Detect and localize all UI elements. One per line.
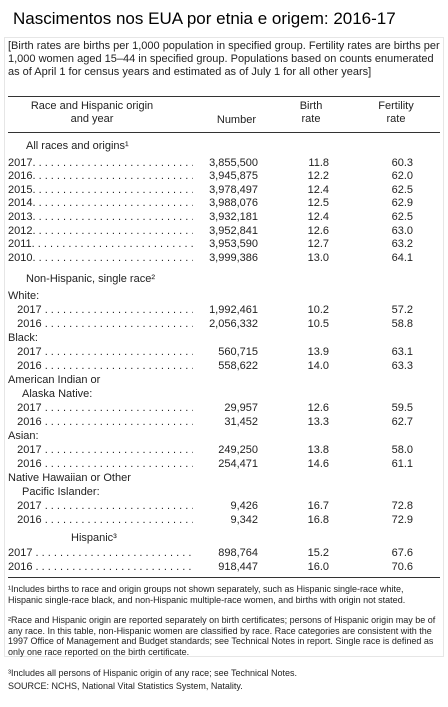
footnote-3: ³Includes all persons of Hispanic origin… — [8, 668, 297, 678]
table-row: 2016 . . . . . . . . . . . . . . . . . .… — [17, 318, 413, 330]
table-row: 2010. . . . . . . . . . . . . . . . . . … — [8, 252, 413, 264]
column-header-race: Race and Hispanic origin and year — [30, 100, 154, 125]
column-header-fertility-rate: Fertility rate — [378, 100, 414, 125]
table-panel — [4, 37, 444, 657]
table-row: 2017. . . . . . . . . . . . . . . . . . … — [8, 157, 413, 169]
group-label: Pacific Islander: — [22, 486, 100, 498]
section-heading: All races and origins¹ — [26, 140, 129, 152]
group-label: Black: — [8, 332, 38, 344]
group-label: Alaska Native: — [22, 388, 93, 400]
column-header-birth-rate: Birth rate — [299, 100, 323, 125]
group-label: White: — [8, 290, 40, 302]
footnote-1: ¹Includes births to race and origin grou… — [8, 584, 406, 605]
table-row: 2016. . . . . . . . . . . . . . . . . . … — [8, 170, 413, 182]
table-row: 2012. . . . . . . . . . . . . . . . . . … — [8, 225, 413, 237]
section-heading: Hispanic³ — [71, 532, 117, 544]
group-label: Native Hawaiian or Other — [8, 472, 131, 484]
group-label: American Indian or — [8, 374, 101, 386]
table-row: 2016 . . . . . . . . . . . . . . . . . .… — [17, 416, 413, 428]
table-row: 2015. . . . . . . . . . . . . . . . . . … — [8, 184, 413, 196]
table-row: 2017 . . . . . . . . . . . . . . . . . .… — [17, 444, 413, 456]
bottom-rule — [8, 577, 440, 578]
table-row: 2017 . . . . . . . . . . . . . . . . . .… — [17, 402, 413, 414]
table-row: 2016 . . . . . . . . . . . . . . . . . .… — [17, 514, 413, 526]
top-rule — [8, 96, 440, 97]
table-row: 2014. . . . . . . . . . . . . . . . . . … — [8, 197, 413, 209]
group-label: Asian: — [8, 430, 39, 442]
table-row: 2016 . . . . . . . . . . . . . . . . . .… — [8, 561, 413, 573]
section-heading: Non-Hispanic, single race² — [26, 273, 155, 285]
table-row: 2013. . . . . . . . . . . . . . . . . . … — [8, 211, 413, 223]
header-rule — [8, 132, 440, 133]
table-row: 2017 . . . . . . . . . . . . . . . . . .… — [17, 346, 413, 358]
footnote-2: ²Race and Hispanic origin are reported s… — [8, 615, 436, 657]
table-row: 2017 . . . . . . . . . . . . . . . . . .… — [17, 500, 413, 512]
table-headnote: [Birth rates are births per 1,000 popula… — [8, 40, 440, 79]
table-row: 2017 . . . . . . . . . . . . . . . . . .… — [17, 304, 413, 316]
table-row: 2016 . . . . . . . . . . . . . . . . . .… — [17, 458, 413, 470]
table-row: 2011. . . . . . . . . . . . . . . . . . … — [8, 238, 413, 250]
table-row: 2016 . . . . . . . . . . . . . . . . . .… — [17, 360, 413, 372]
column-header-number: Number — [216, 114, 256, 126]
source-note: SOURCE: NCHS, National Vital Statistics … — [8, 681, 243, 691]
page-title: Nascimentos nos EUA por etnia e origem: … — [13, 9, 396, 28]
table-row: 2017 . . . . . . . . . . . . . . . . . .… — [8, 547, 413, 559]
